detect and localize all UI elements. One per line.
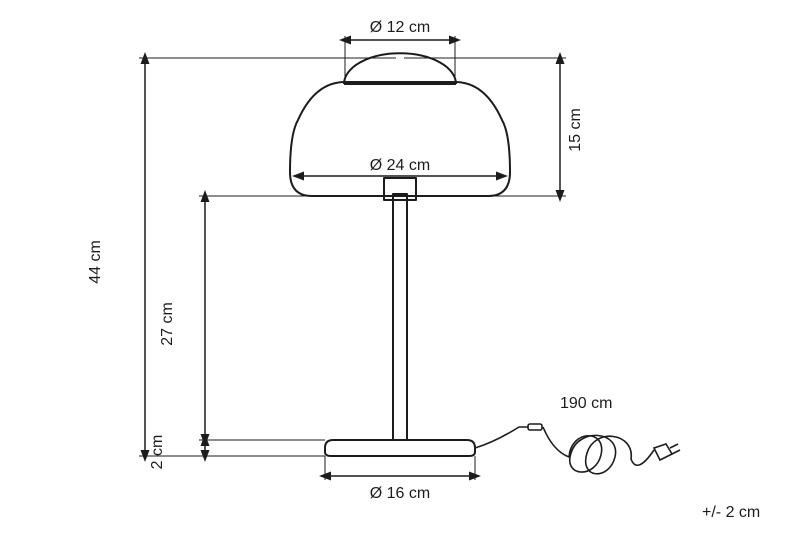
power-cable [475, 424, 680, 474]
svg-text:Ø 24 cm: Ø 24 cm [370, 157, 430, 174]
cable-length-label: 190 cm [560, 395, 612, 412]
svg-text:Ø 12 cm: Ø 12 cm [370, 19, 430, 36]
svg-text:2 cm: 2 cm [149, 435, 166, 470]
svg-text:Ø 16 cm: Ø 16 cm [370, 485, 430, 502]
svg-text:27 cm: 27 cm [159, 302, 176, 346]
lamp-dimension-diagram: 190 cm 44 cm 27 cm 2 cm 15 cm Ø 12 cm Ø 24 cm Ø… [0, 0, 800, 533]
lamp-outline [290, 53, 510, 456]
svg-text:15 cm: 15 cm [567, 108, 584, 152]
inline-switch [528, 424, 542, 430]
tolerance-note: +/- 2 cm [702, 504, 760, 522]
svg-text:44 cm: 44 cm [87, 240, 104, 284]
